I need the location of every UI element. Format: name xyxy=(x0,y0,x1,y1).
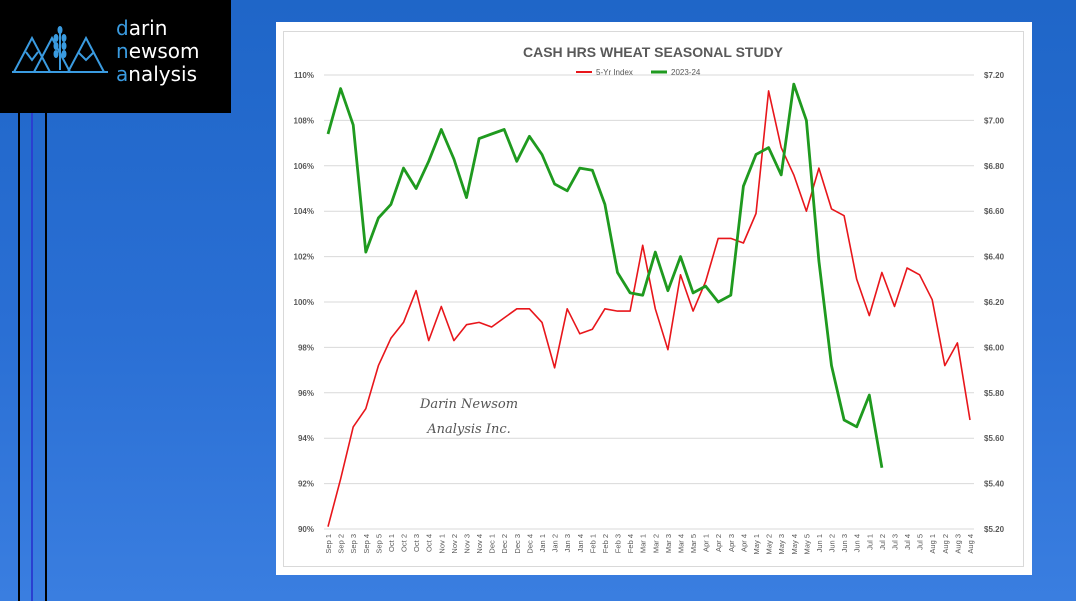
series-line-2023-24 xyxy=(326,82,884,468)
x-tick-label: Oct 2 xyxy=(400,534,409,552)
right-tick-label: $6.80 xyxy=(984,162,1005,171)
decorative-line xyxy=(45,113,47,601)
x-tick-label: Feb 1 xyxy=(588,534,597,553)
x-tick-label: Jan 1 xyxy=(538,534,547,552)
left-tick-label: 110% xyxy=(294,71,314,80)
chart-area: CASH HRS WHEAT SEASONAL STUDY 90% 92% 94% 9… xyxy=(283,31,1024,567)
x-tick-label: Dec 1 xyxy=(488,534,497,554)
right-tick-label: $5.60 xyxy=(984,434,1005,443)
right-tick-label: $5.40 xyxy=(984,480,1005,489)
x-tick-label: Oct 1 xyxy=(387,534,396,552)
right-tick-label: $5.20 xyxy=(984,525,1005,534)
x-tick-label: Nov 4 xyxy=(475,534,484,554)
right-tick-label: $6.60 xyxy=(984,207,1005,216)
series-lines xyxy=(326,82,971,527)
x-tick-label: Nov 3 xyxy=(462,534,471,554)
right-tick-label: $5.80 xyxy=(984,389,1005,398)
right-tick-label: $7.20 xyxy=(984,71,1005,80)
x-tick-label: Jan 3 xyxy=(563,534,572,552)
left-tick-label: 104% xyxy=(294,207,314,216)
left-tick-label: 96% xyxy=(298,389,314,398)
x-tick-label: Sep 1 xyxy=(324,534,333,554)
x-tick-label: Sep 2 xyxy=(337,534,346,554)
x-tick-label: Dec 2 xyxy=(500,534,509,554)
x-tick-label: May 5 xyxy=(802,534,811,554)
x-tick-label: Sep 4 xyxy=(362,534,371,554)
x-tick-label: Nov 1 xyxy=(437,534,446,554)
left-tick-label: 94% xyxy=(298,434,314,443)
x-tick-label: Jul 2 xyxy=(878,534,887,550)
seasonal-line-chart: CASH HRS WHEAT SEASONAL STUDY 90%92%94%9… xyxy=(294,44,1005,554)
x-tick-label: Apr 2 xyxy=(714,534,723,552)
left-axis-ticks: 90% 92% 94% 96% 98% 100% 102% 104% 106% 108% 110% xyxy=(294,71,314,534)
left-tick-label: 90% xyxy=(298,525,314,534)
x-tick-label: Mar 5 xyxy=(689,534,698,553)
x-tick-label: Jun 3 xyxy=(840,534,849,552)
left-tick-label: 92% xyxy=(298,480,314,489)
x-tick-label: Jan 4 xyxy=(576,534,585,552)
right-tick-label: $6.00 xyxy=(984,343,1005,352)
x-tick-label: Mar 3 xyxy=(664,534,673,553)
decorative-line xyxy=(18,113,20,601)
x-tick-label: Aug 1 xyxy=(928,534,937,554)
x-tick-label: Aug 4 xyxy=(966,534,975,554)
x-tick-label: Jun 2 xyxy=(828,534,837,552)
legend-label-5yr-index: 5-Yr Index xyxy=(596,68,633,77)
left-tick-label: 102% xyxy=(294,253,314,262)
chart-title: CASH HRS WHEAT SEASONAL STUDY xyxy=(523,44,784,60)
logo-wordmark: darin newsom analysis xyxy=(116,16,200,86)
x-tick-label: Jul 1 xyxy=(865,534,874,550)
x-tick-label: Sep 5 xyxy=(374,534,383,554)
logo-panel: darin newsom analysis xyxy=(0,0,231,113)
series-line-5yr-index xyxy=(327,90,971,527)
watermark-line-2: Analysis Inc. xyxy=(426,422,511,437)
x-tick-label: Oct 4 xyxy=(425,534,434,552)
x-axis-ticks: Sep 1 Sep 2 Sep 3 Sep 4 Sep 5 Oct 1 Oct 2 Oct 3… xyxy=(324,534,975,554)
wheat-mountains-icon xyxy=(12,26,108,73)
x-tick-label: Aug 3 xyxy=(953,534,962,554)
x-tick-label: Jul 5 xyxy=(916,534,925,550)
watermark-line-1: Darin Newsom xyxy=(419,397,518,412)
x-tick-label: May 3 xyxy=(777,534,786,554)
x-tick-label: Dec 4 xyxy=(525,534,534,554)
x-tick-label: Jul 4 xyxy=(903,534,912,550)
x-tick-label: Apr 1 xyxy=(702,534,711,552)
x-tick-label: Apr 3 xyxy=(727,534,736,552)
x-tick-label: Feb 4 xyxy=(626,534,635,553)
x-tick-label: Aug 2 xyxy=(941,534,950,554)
left-tick-label: 106% xyxy=(294,162,314,171)
right-axis-ticks: $5.20 $5.40 $5.60 $5.80 $6.00 $6.20 $6.40 $6.60… xyxy=(984,71,1005,534)
chart-frame: CASH HRS WHEAT SEASONAL STUDY 90% 92% 94% 9… xyxy=(276,22,1032,575)
x-tick-label: Mar 4 xyxy=(676,534,685,553)
x-tick-label: Feb 3 xyxy=(614,534,623,553)
left-tick-label: 98% xyxy=(298,343,314,352)
x-tick-label: Dec 3 xyxy=(513,534,522,554)
x-tick-label: Jun 1 xyxy=(815,534,824,552)
gridlines xyxy=(324,74,974,530)
x-tick-label: Apr 4 xyxy=(739,534,748,552)
legend: 5-Yr Index 2023-24 xyxy=(576,68,701,77)
x-tick-label: Jun 4 xyxy=(853,534,862,552)
x-tick-label: Nov 2 xyxy=(450,534,459,554)
x-tick-label: Sep 3 xyxy=(349,534,358,554)
x-tick-label: Jul 3 xyxy=(890,534,899,550)
x-tick-label: Mar 2 xyxy=(651,534,660,553)
x-tick-label: Oct 3 xyxy=(412,534,421,552)
x-tick-label: Mar 1 xyxy=(639,534,648,553)
right-tick-label: $6.20 xyxy=(984,298,1005,307)
x-tick-label: May 2 xyxy=(765,534,774,554)
x-tick-label: Jan 2 xyxy=(551,534,560,552)
right-tick-label: $6.40 xyxy=(984,253,1005,262)
right-tick-label: $7.00 xyxy=(984,116,1005,125)
x-tick-label: Feb 2 xyxy=(601,534,610,553)
decorative-line xyxy=(31,113,33,601)
x-tick-label: May 1 xyxy=(752,534,761,554)
x-tick-label: May 4 xyxy=(790,534,799,554)
left-tick-label: 108% xyxy=(294,116,314,125)
left-tick-label: 100% xyxy=(294,298,314,307)
legend-label-2023-24: 2023-24 xyxy=(671,68,701,77)
